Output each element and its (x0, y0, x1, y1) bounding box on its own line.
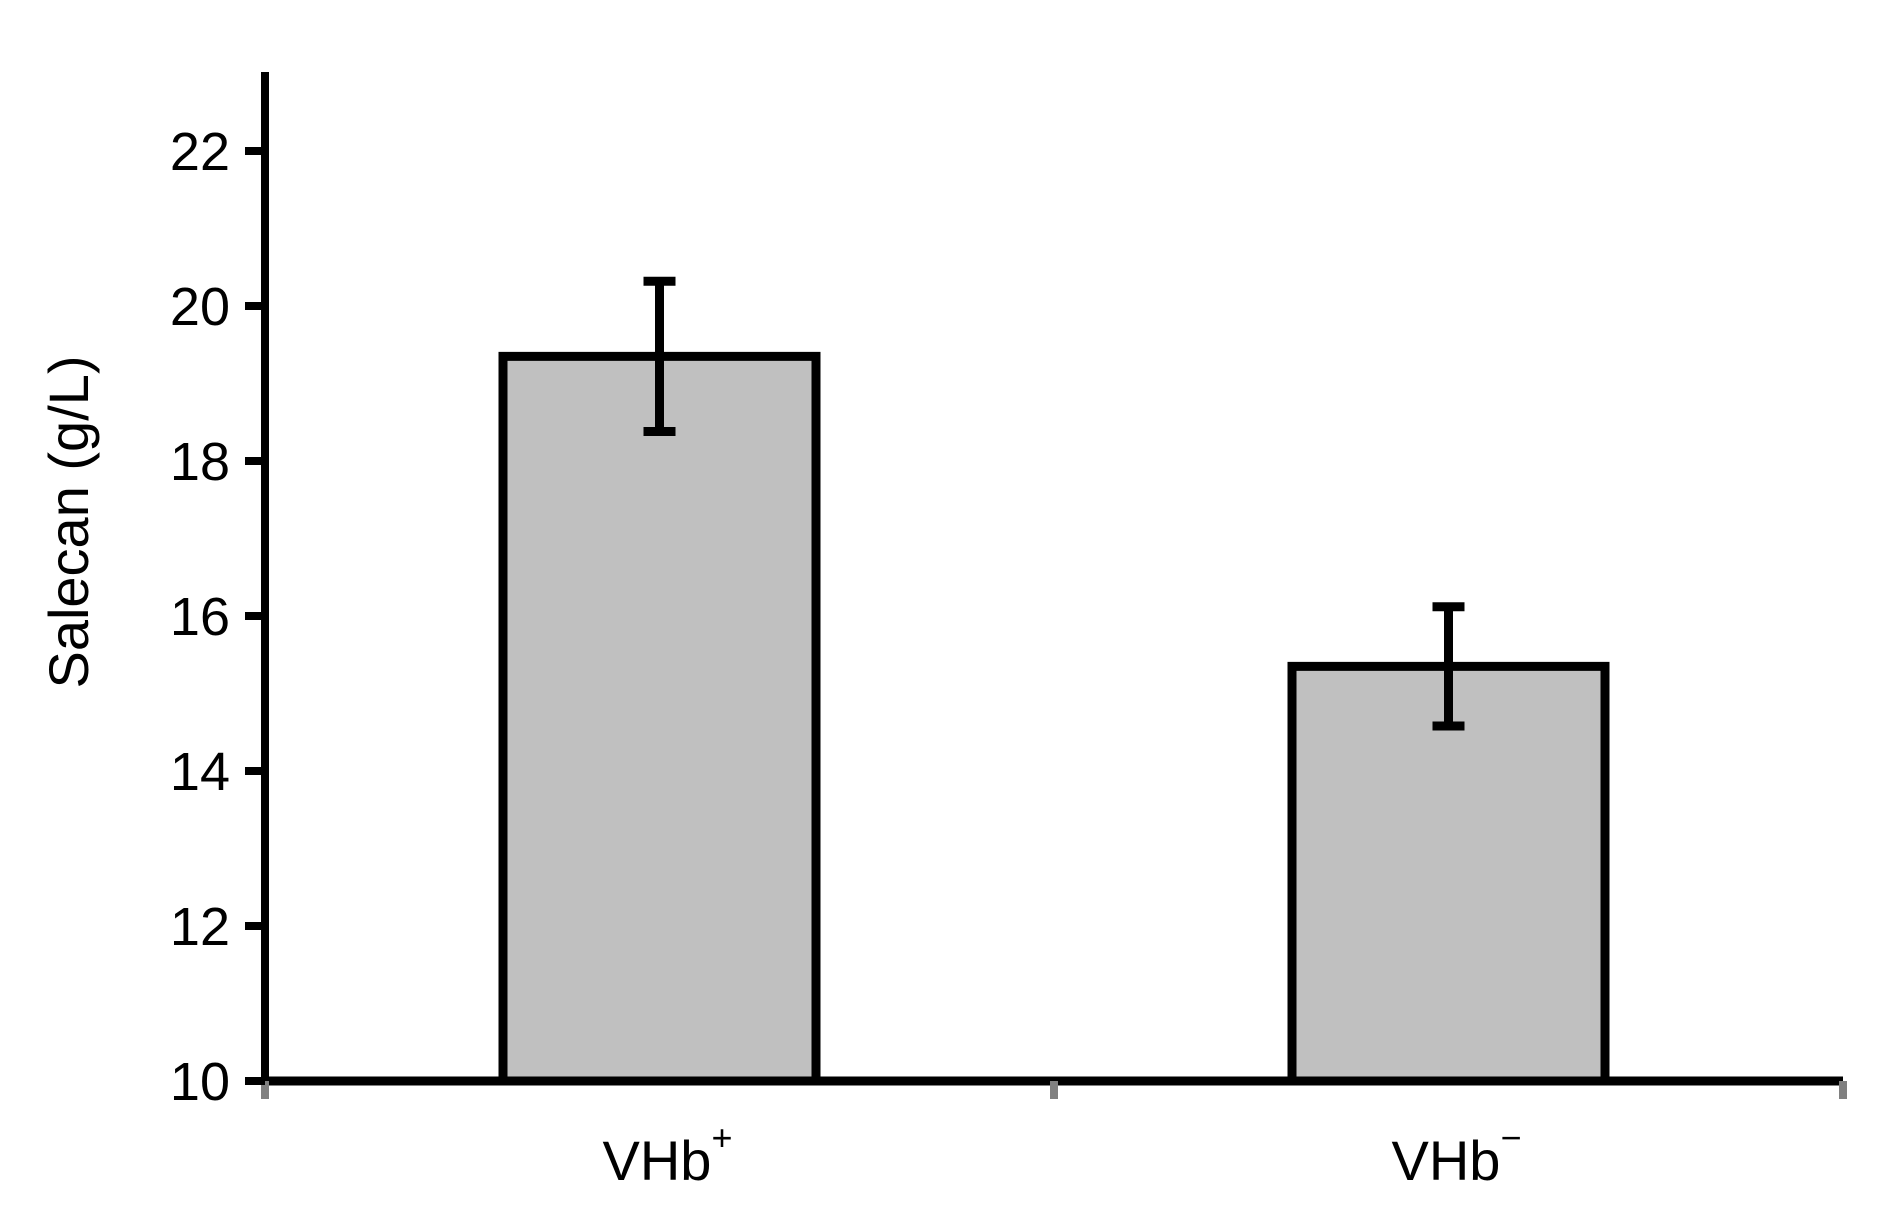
y-ticks-group: 10 12 14 16 18 20 22 (170, 122, 265, 1112)
bars-group (498, 351, 1610, 1086)
x-tick-label-2: VHb− (1392, 1117, 1522, 1192)
x-tick-label-1: VHb+ (603, 1117, 733, 1192)
y-tick-label-10: 10 (170, 1052, 230, 1112)
bar-1 (498, 351, 821, 1086)
y-tick-label-16: 16 (170, 587, 230, 647)
y-tick-label-12: 12 (170, 897, 230, 957)
y-tick-label-18: 18 (170, 432, 230, 492)
bar-2 (1287, 661, 1610, 1086)
error-bars-group (643, 276, 1465, 731)
y-tick-label-14: 14 (170, 742, 230, 802)
error-bar-1 (643, 276, 676, 437)
error-bar-2 (1432, 602, 1465, 731)
x-labels-group: VHb+ VHb− (603, 1117, 1522, 1192)
y-axis-title: Salecan (g/L) (37, 355, 100, 688)
y-tick-label-22: 22 (170, 122, 230, 182)
y-tick-label-20: 20 (170, 277, 230, 337)
